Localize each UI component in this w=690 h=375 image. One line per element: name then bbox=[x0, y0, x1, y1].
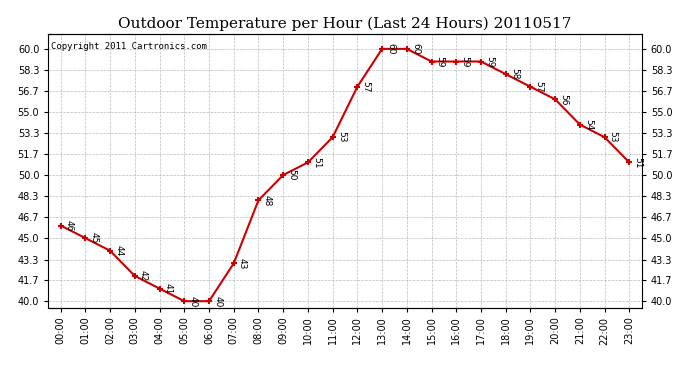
Text: 59: 59 bbox=[435, 56, 444, 67]
Text: 60: 60 bbox=[386, 43, 395, 55]
Text: 45: 45 bbox=[90, 232, 99, 244]
Text: 41: 41 bbox=[164, 283, 172, 294]
Text: 50: 50 bbox=[287, 169, 296, 181]
Text: 58: 58 bbox=[510, 68, 519, 80]
Text: 51: 51 bbox=[312, 157, 321, 168]
Text: Copyright 2011 Cartronics.com: Copyright 2011 Cartronics.com bbox=[51, 42, 207, 51]
Text: 60: 60 bbox=[411, 43, 420, 55]
Text: 46: 46 bbox=[65, 220, 74, 231]
Text: 54: 54 bbox=[584, 119, 593, 130]
Text: 57: 57 bbox=[362, 81, 371, 93]
Text: 56: 56 bbox=[560, 94, 569, 105]
Text: 48: 48 bbox=[263, 195, 272, 206]
Text: 59: 59 bbox=[485, 56, 494, 67]
Text: 53: 53 bbox=[337, 132, 346, 143]
Text: 57: 57 bbox=[535, 81, 544, 93]
Text: 59: 59 bbox=[460, 56, 469, 67]
Text: 40: 40 bbox=[188, 296, 197, 307]
Text: 51: 51 bbox=[633, 157, 642, 168]
Text: 43: 43 bbox=[238, 258, 247, 269]
Text: 44: 44 bbox=[115, 245, 124, 256]
Text: 53: 53 bbox=[609, 132, 618, 143]
Title: Outdoor Temperature per Hour (Last 24 Hours) 20110517: Outdoor Temperature per Hour (Last 24 Ho… bbox=[118, 17, 572, 31]
Text: 42: 42 bbox=[139, 270, 148, 282]
Text: 40: 40 bbox=[213, 296, 222, 307]
